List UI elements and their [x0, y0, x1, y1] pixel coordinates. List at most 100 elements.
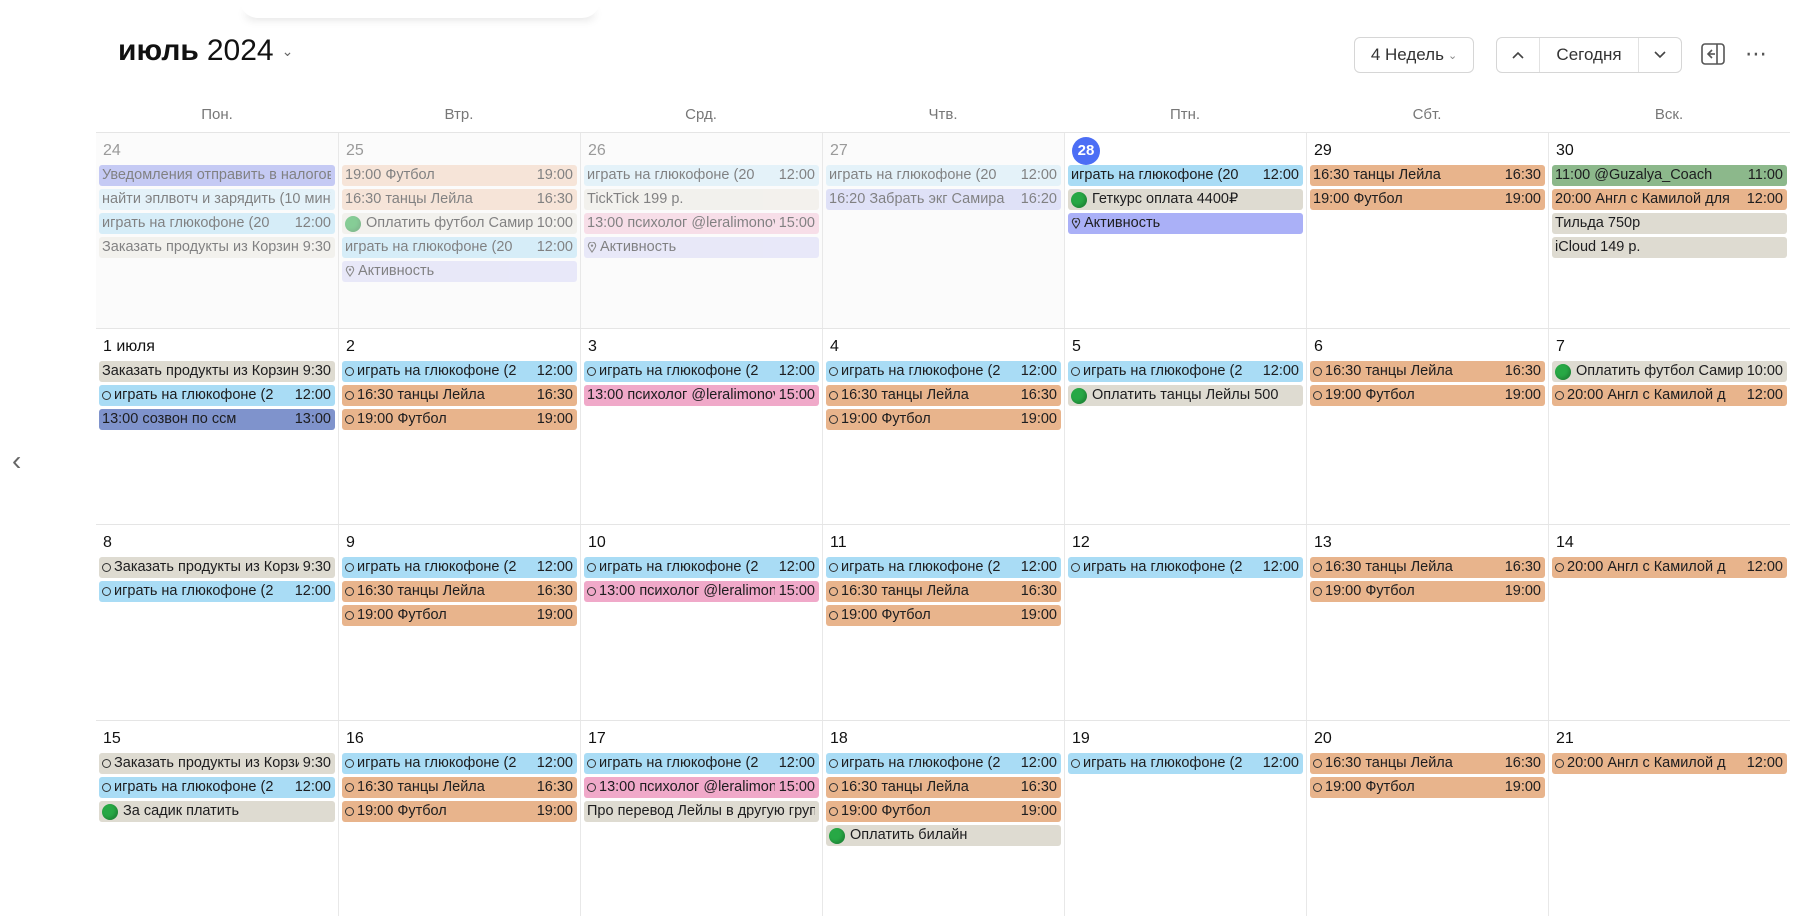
calendar-event[interactable]: играть на глюкофоне (2 12:00: [342, 361, 577, 382]
day-cell[interactable]: 20 16:30 танцы Лейла 16:30 19:00 Футбол 19:0…: [1306, 721, 1548, 916]
calendar-event[interactable]: 20:00 Англ с Камилой для 12:00: [1552, 189, 1787, 210]
next-period-button[interactable]: [1639, 38, 1681, 72]
calendar-event[interactable]: играть на глюкофоне (2 12:00: [584, 557, 819, 578]
calendar-event[interactable]: играть на глюкофоне (2 12:00: [99, 777, 335, 798]
day-cell[interactable]: 11 играть на глюкофоне (2 12:00 16:30 танцы…: [822, 525, 1064, 720]
day-cell[interactable]: 19 играть на глюкофоне (2 12:00: [1064, 721, 1306, 916]
calendar-event[interactable]: играть на глюкофоне (2 12:00: [1068, 361, 1303, 382]
calendar-event[interactable]: Оплатить танцы Лейлы 500: [1068, 385, 1303, 406]
day-cell[interactable]: 4 играть на глюкофоне (2 12:00 16:30 танцы …: [822, 329, 1064, 524]
calendar-event[interactable]: Оплатить билайн: [826, 825, 1061, 846]
calendar-event[interactable]: 16:30 танцы Лейла 16:30: [342, 581, 577, 602]
day-cell[interactable]: 26 играть на глюкофоне (20 12:00 TickTick 1…: [580, 133, 822, 328]
calendar-event[interactable]: 16:30 танцы Лейла 16:30: [342, 189, 577, 210]
calendar-event[interactable]: играть на глюкофоне (20 12:00: [1068, 165, 1303, 186]
calendar-event[interactable]: играть на глюкофоне (20 12:00: [584, 165, 819, 186]
day-cell[interactable]: 17 играть на глюкофоне (2 12:00 13:00 психо…: [580, 721, 822, 916]
calendar-event[interactable]: 20:00 Англ с Камилой д 12:00: [1552, 753, 1787, 774]
calendar-event[interactable]: играть на глюкофоне (2 12:00: [826, 557, 1061, 578]
calendar-event[interactable]: 16:30 танцы Лейла 16:30: [826, 777, 1061, 798]
calendar-event[interactable]: 19:00 Футбол 19:00: [1310, 777, 1545, 798]
calendar-event[interactable]: 19:00 Футбол 19:00: [342, 801, 577, 822]
day-cell[interactable]: 3 играть на глюкофоне (2 12:00 13:00 психол…: [580, 329, 822, 524]
calendar-event[interactable]: 19:00 Футбол 19:00: [1310, 189, 1545, 210]
calendar-event[interactable]: 16:30 танцы Лейла 16:30: [342, 777, 577, 798]
calendar-event[interactable]: Уведомления отправить в налоговую: [99, 165, 335, 186]
day-cell[interactable]: 14 20:00 Англ с Камилой д 12:00: [1548, 525, 1790, 720]
day-cell[interactable]: 13 16:30 танцы Лейла 16:30 19:00 Футбол 19:0…: [1306, 525, 1548, 720]
calendar-event[interactable]: 16:30 танцы Лейла 16:30: [826, 581, 1061, 602]
calendar-event[interactable]: найти эплвотч и зарядить (10 мин): [99, 189, 335, 210]
calendar-event[interactable]: 19:00 Футбол 19:00: [826, 605, 1061, 626]
calendar-event[interactable]: играть на глюкофоне (2 12:00: [1068, 753, 1303, 774]
calendar-event[interactable]: 20:00 Англ с Камилой д 12:00: [1552, 557, 1787, 578]
chevron-down-icon[interactable]: ⌄: [281, 42, 294, 59]
day-cell[interactable]: 30 11:00 @Guzalya_Coach 11:00 20:00 Англ с …: [1548, 133, 1790, 328]
calendar-event[interactable]: Тильда 750р: [1552, 213, 1787, 234]
calendar-event[interactable]: играть на глюкофоне (2 12:00: [826, 753, 1061, 774]
calendar-event[interactable]: играть на глюкофоне (2 12:00: [99, 385, 335, 406]
calendar-event[interactable]: За садик платить: [99, 801, 335, 822]
calendar-event[interactable]: Оплатить футбол Самира 10:00: [1552, 361, 1787, 382]
calendar-event[interactable]: Активность: [584, 237, 819, 258]
day-cell[interactable]: 25 19:00 Футбол 19:00 16:30 танцы Лейла 16:3…: [338, 133, 580, 328]
calendar-event[interactable]: 16:30 танцы Лейла 16:30: [826, 385, 1061, 406]
calendar-event[interactable]: играть на глюкофоне (2 12:00: [342, 753, 577, 774]
month-title[interactable]: июль 2024 ⌄: [118, 34, 293, 68]
sidebar-toggle-icon[interactable]: [1701, 43, 1725, 65]
calendar-event[interactable]: 19:00 Футбол 19:00: [342, 165, 577, 186]
calendar-event[interactable]: 19:00 Футбол 19:00: [342, 409, 577, 430]
day-cell[interactable]: 5 играть на глюкофоне (2 12:00 Оплатить тан…: [1064, 329, 1306, 524]
day-cell[interactable]: 6 16:30 танцы Лейла 16:30 19:00 Футбол 19:00: [1306, 329, 1548, 524]
calendar-event[interactable]: Активность: [1068, 213, 1303, 234]
calendar-event[interactable]: 20:00 Англ с Камилой д 12:00: [1552, 385, 1787, 406]
calendar-event[interactable]: играть на глюкофоне (20 12:00: [99, 213, 335, 234]
calendar-event[interactable]: 16:20 Забрать экг Самира 16:20: [826, 189, 1061, 210]
day-cell[interactable]: 7 Оплатить футбол Самира 10:00 20:00 Англ с…: [1548, 329, 1790, 524]
calendar-event[interactable]: играть на глюкофоне (20 12:00: [342, 237, 577, 258]
day-cell[interactable]: 12 играть на глюкофоне (2 12:00: [1064, 525, 1306, 720]
day-cell[interactable]: 29 16:30 танцы Лейла 16:30 19:00 Футбол 19:0…: [1306, 133, 1548, 328]
calendar-event[interactable]: iCloud 149 р.: [1552, 237, 1787, 258]
day-cell[interactable]: 10 играть на глюкофоне (2 12:00 13:00 психо…: [580, 525, 822, 720]
calendar-event[interactable]: 16:30 танцы Лейла 16:30: [1310, 557, 1545, 578]
calendar-event[interactable]: играть на глюкофоне (2 12:00: [99, 581, 335, 602]
day-cell[interactable]: 18 играть на глюкофоне (2 12:00 16:30 танцы…: [822, 721, 1064, 916]
calendar-event[interactable]: Про перевод Лейлы в другую группу: [584, 801, 819, 822]
calendar-event[interactable]: Активность: [342, 261, 577, 282]
calendar-event[interactable]: 19:00 Футбол 19:00: [1310, 581, 1545, 602]
day-cell[interactable]: 21 20:00 Англ с Камилой д 12:00: [1548, 721, 1790, 916]
day-cell[interactable]: 9 играть на глюкофоне (2 12:00 16:30 танцы …: [338, 525, 580, 720]
more-options-icon[interactable]: ⋯: [1745, 41, 1768, 66]
calendar-event[interactable]: 19:00 Футбол 19:00: [342, 605, 577, 626]
calendar-event[interactable]: Геткурс оплата 4400₽: [1068, 189, 1303, 210]
calendar-event[interactable]: 19:00 Футбол 19:00: [826, 409, 1061, 430]
day-cell[interactable]: 28 играть на глюкофоне (20 12:00 Геткурс оп…: [1064, 133, 1306, 328]
calendar-event[interactable]: 16:30 танцы Лейла 16:30: [1310, 165, 1545, 186]
calendar-event[interactable]: 11:00 @Guzalya_Coach 11:00: [1552, 165, 1787, 186]
view-select-button[interactable]: 4 Недель ⌄: [1354, 37, 1474, 73]
calendar-event[interactable]: TickTick 199 р.: [584, 189, 819, 210]
today-button[interactable]: Сегодня: [1539, 38, 1639, 72]
calendar-event[interactable]: 16:30 танцы Лейла 16:30: [342, 385, 577, 406]
calendar-event[interactable]: играть на глюкофоне (2 12:00: [1068, 557, 1303, 578]
calendar-event[interactable]: Оплатить футбол Самира 10:00: [342, 213, 577, 234]
day-cell[interactable]: 16 играть на глюкофоне (2 12:00 16:30 танцы…: [338, 721, 580, 916]
calendar-event[interactable]: 19:00 Футбол 19:00: [826, 801, 1061, 822]
calendar-event[interactable]: играть на глюкофоне (2 12:00: [584, 361, 819, 382]
day-cell[interactable]: 27 играть на глюкофоне (20 12:00 16:20 Забр…: [822, 133, 1064, 328]
day-cell[interactable]: 2 играть на глюкофоне (2 12:00 16:30 танцы …: [338, 329, 580, 524]
calendar-event[interactable]: 13:00 созвон по ссм 13:00: [99, 409, 335, 430]
calendar-event[interactable]: играть на глюкофоне (2 12:00: [342, 557, 577, 578]
calendar-event[interactable]: играть на глюкофоне (2 12:00: [826, 361, 1061, 382]
previous-period-button[interactable]: [1497, 38, 1539, 72]
